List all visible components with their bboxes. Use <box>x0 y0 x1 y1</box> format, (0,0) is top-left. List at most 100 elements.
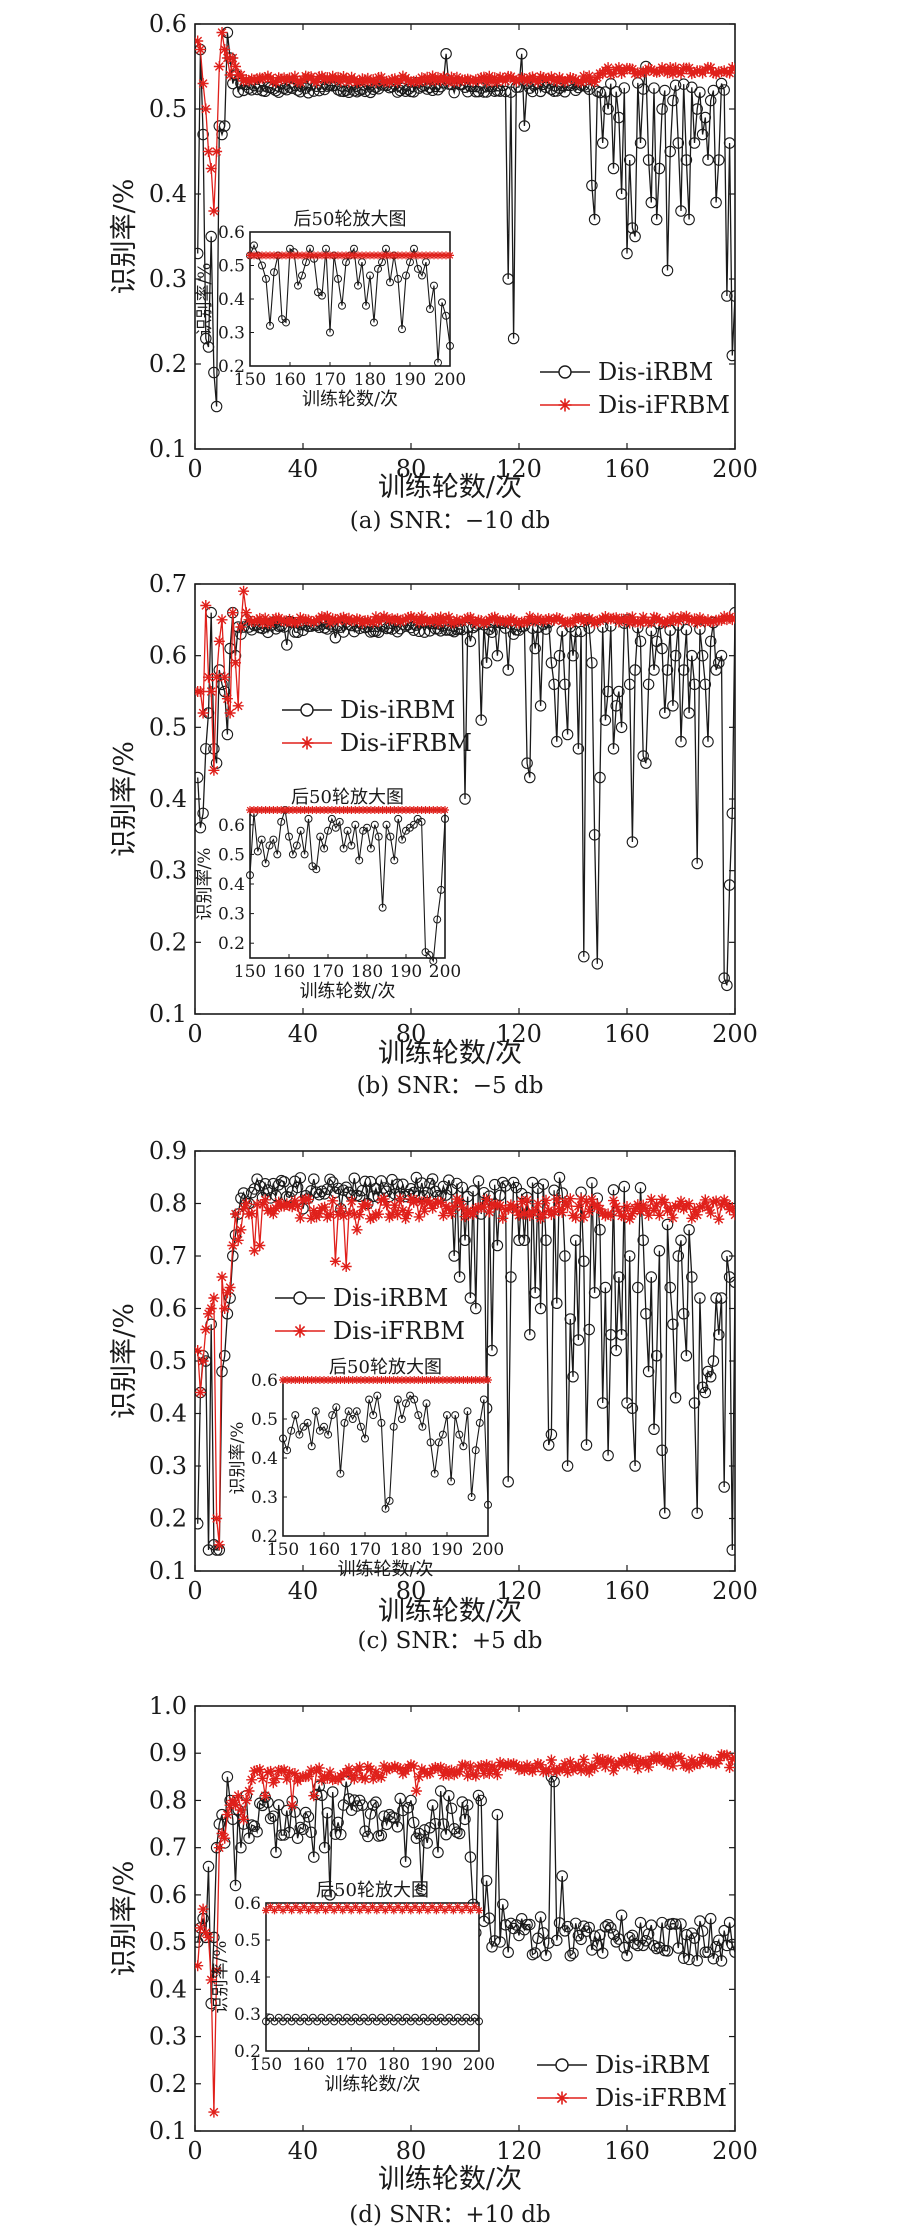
data-point <box>435 1196 447 1208</box>
inset-data-point <box>291 1376 300 1384</box>
data-point <box>707 67 719 79</box>
data-point <box>251 1765 263 1776</box>
data-point <box>721 979 733 992</box>
inset-data-point <box>458 1906 466 1915</box>
inset-title: 后50轮放大图 <box>316 1880 429 1901</box>
data-point <box>259 1177 271 1190</box>
inset-data-point <box>347 841 356 850</box>
inset-x-tick-label: 190 <box>390 962 422 982</box>
legend-marker <box>300 703 314 717</box>
inset-data-point <box>365 1395 374 1404</box>
inset-data-point <box>270 268 278 277</box>
y-tick-label: 0.7 <box>149 570 187 598</box>
data-point <box>416 1196 428 1208</box>
data-point <box>494 1936 506 1948</box>
data-point <box>459 1234 471 1247</box>
data-point <box>677 1308 690 1320</box>
data-point <box>324 1766 336 1778</box>
inset-data-point <box>344 1407 353 1416</box>
data-point <box>195 821 207 834</box>
data-point <box>535 1212 547 1224</box>
x-tick-label: 120 <box>496 2137 542 2165</box>
x-tick-label: 80 <box>396 455 427 483</box>
data-point <box>645 1193 657 1205</box>
data-point <box>724 1762 735 1773</box>
inset-y-tick-label: 0.3 <box>218 905 245 925</box>
data-point <box>351 613 363 625</box>
data-point <box>481 1193 493 1205</box>
data-point <box>321 1772 333 1784</box>
inset-data-point <box>352 1407 361 1416</box>
data-point <box>543 1766 555 1777</box>
data-point <box>370 77 382 88</box>
data-point <box>537 1178 550 1190</box>
data-point <box>564 72 576 84</box>
data-point <box>645 196 658 209</box>
data-point <box>497 1759 509 1771</box>
data-point <box>394 1763 406 1775</box>
data-point <box>408 612 420 624</box>
data-point <box>456 1181 469 1194</box>
data-point <box>211 1964 223 1976</box>
data-point <box>704 1912 717 1925</box>
inset-y-axis-label: 识别率/% <box>211 1941 231 2014</box>
data-point <box>667 68 679 80</box>
data-point <box>211 671 223 683</box>
data-point <box>356 1772 368 1784</box>
inset-data-point <box>415 1906 424 1915</box>
data-point <box>435 611 447 623</box>
data-point <box>286 1799 298 1811</box>
data-point <box>491 76 503 88</box>
data-point <box>694 86 706 99</box>
x-tick-label: 120 <box>496 455 542 483</box>
data-point <box>637 1234 649 1247</box>
data-point <box>238 1813 250 1825</box>
inset-data-point <box>366 271 374 280</box>
data-point <box>726 807 735 820</box>
data-point <box>670 615 682 626</box>
data-point <box>713 1934 725 1947</box>
data-point <box>232 1790 244 1802</box>
data-point <box>305 1212 317 1224</box>
data-point <box>643 1209 655 1221</box>
data-point <box>686 1212 698 1224</box>
data-point <box>591 1939 604 1952</box>
data-point <box>432 617 444 629</box>
inset-x-tick-label: 200 <box>434 370 466 390</box>
data-point <box>683 1762 695 1774</box>
data-point <box>529 642 541 655</box>
data-point <box>686 1754 698 1766</box>
inset-data-point <box>422 1399 431 1408</box>
data-point <box>640 1308 652 1320</box>
inset-data-point <box>418 1376 427 1384</box>
data-point <box>195 1345 204 1356</box>
data-point <box>715 77 728 90</box>
data-point <box>332 71 344 83</box>
data-point <box>602 1208 614 1220</box>
data-point <box>621 1201 633 1212</box>
data-point <box>721 290 733 302</box>
inset-data-point <box>334 274 342 283</box>
data-point <box>662 615 673 627</box>
legend: Dis-iRBM Dis-iFRBM <box>275 1284 465 1345</box>
data-point <box>594 1929 606 1941</box>
data-point <box>348 1794 361 1806</box>
data-point <box>464 1292 477 1304</box>
data-point <box>672 137 685 149</box>
inset-data-point <box>283 1376 292 1384</box>
data-point <box>243 1832 255 1844</box>
y-tick-label: 1.0 <box>149 1692 187 1720</box>
inset-data-point <box>288 850 297 859</box>
data-point <box>267 1810 280 1822</box>
data-point <box>645 616 657 628</box>
data-point <box>545 1428 558 1441</box>
data-point <box>707 1196 719 1208</box>
legend-label: Dis-iRBM <box>595 2051 710 2079</box>
data-point <box>570 1212 582 1224</box>
data-point <box>591 958 604 970</box>
data-point <box>637 750 649 762</box>
data-point <box>589 1762 601 1774</box>
data-point <box>235 621 247 633</box>
data-point <box>348 615 360 627</box>
data-point <box>559 617 571 629</box>
